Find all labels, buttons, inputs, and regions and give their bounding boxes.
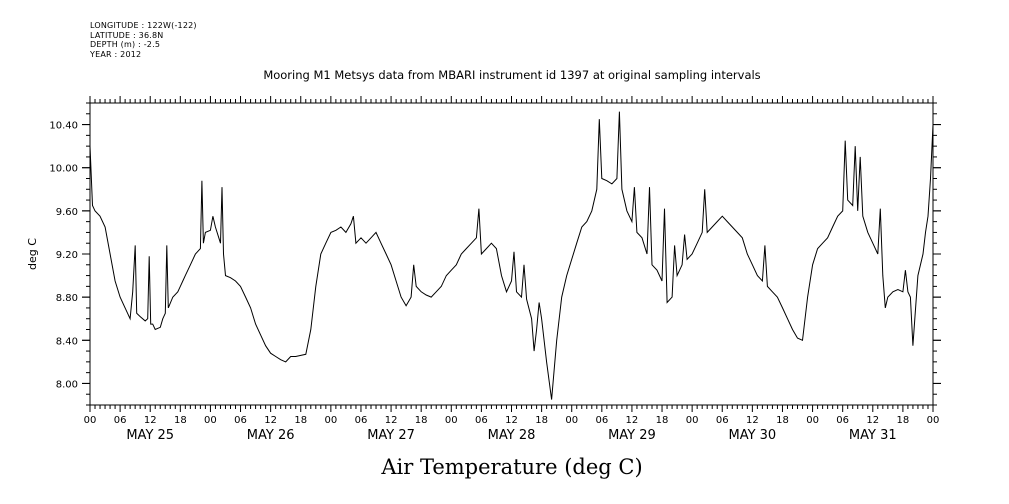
x-axis: 00 06 12 18 00 06 12 18 00 06 12 18 00 06 12 18 00 06 12 18… bbox=[84, 96, 940, 443]
chart-title: Mooring M1 Metsys data from MBARI instru… bbox=[263, 68, 760, 82]
y-tick-label: 8.40 bbox=[56, 336, 78, 347]
y-axis: 8.00 8.40 8.80 9.20 9.60 10.00 10.40 bbox=[49, 102, 941, 406]
x-tick-label: 06 bbox=[475, 415, 488, 426]
x-tick-label: 12 bbox=[505, 415, 518, 426]
y-tick-label: 9.60 bbox=[56, 207, 78, 218]
x-tick-label: 18 bbox=[174, 415, 187, 426]
x-tick-label: 12 bbox=[866, 415, 879, 426]
x-tick-label: 12 bbox=[144, 415, 157, 426]
y-tick-label: 9.20 bbox=[56, 250, 78, 261]
x-tick-label: 00 bbox=[445, 415, 458, 426]
x-day-label: MAY 29 bbox=[608, 428, 656, 443]
x-tick-label: 00 bbox=[204, 415, 217, 426]
x-tick-label: 00 bbox=[927, 415, 940, 426]
x-tick-label: 12 bbox=[264, 415, 277, 426]
depth-text: DEPTH (m) : -2.5 bbox=[90, 40, 161, 49]
x-tick-label: 18 bbox=[535, 415, 548, 426]
x-tick-label: 06 bbox=[836, 415, 849, 426]
x-tick-label: 12 bbox=[746, 415, 759, 426]
y-tick-label: 8.80 bbox=[56, 293, 78, 304]
x-tick-label: 06 bbox=[716, 415, 729, 426]
x-tick-label: 18 bbox=[656, 415, 669, 426]
x-tick-label: 00 bbox=[565, 415, 578, 426]
x-day-label: MAY 26 bbox=[247, 428, 295, 443]
x-day-label: MAY 30 bbox=[728, 428, 776, 443]
metadata-block: LONGITUDE : 122W(-122) LATITUDE : 36.8N … bbox=[90, 21, 197, 59]
x-tick-label: 06 bbox=[355, 415, 368, 426]
x-tick-label: 06 bbox=[234, 415, 247, 426]
x-tick-label: 00 bbox=[84, 415, 97, 426]
x-tick-label: 12 bbox=[385, 415, 398, 426]
y-tick-label: 10.00 bbox=[49, 164, 78, 175]
x-day-label: MAY 28 bbox=[488, 428, 536, 443]
x-tick-label: 18 bbox=[415, 415, 428, 426]
x-tick-label: 00 bbox=[324, 415, 337, 426]
x-day-label: MAY 27 bbox=[367, 428, 415, 443]
y-axis-label: deg C bbox=[26, 238, 39, 270]
x-tick-label: 12 bbox=[626, 415, 639, 426]
air-temperature-line bbox=[89, 111, 934, 400]
x-day-label: MAY 31 bbox=[849, 428, 897, 443]
y-tick-label: 8.00 bbox=[56, 379, 78, 390]
x-axis-title: Air Temperature (deg C) bbox=[380, 455, 642, 479]
x-tick-label: 00 bbox=[806, 415, 819, 426]
x-day-label: MAY 25 bbox=[126, 428, 174, 443]
x-tick-label: 18 bbox=[294, 415, 307, 426]
plot-frame bbox=[89, 102, 934, 406]
x-tick-label: 00 bbox=[686, 415, 699, 426]
longitude-text: LONGITUDE : 122W(-122) bbox=[90, 21, 197, 30]
x-tick-label: 06 bbox=[595, 415, 608, 426]
year-text: YEAR : 2012 bbox=[90, 49, 142, 59]
y-tick-label: 10.40 bbox=[49, 121, 78, 132]
x-tick-label: 18 bbox=[776, 415, 789, 426]
x-tick-label: 18 bbox=[897, 415, 910, 426]
x-tick-label: 06 bbox=[114, 415, 127, 426]
latitude-text: LATITUDE : 36.8N bbox=[90, 30, 164, 40]
